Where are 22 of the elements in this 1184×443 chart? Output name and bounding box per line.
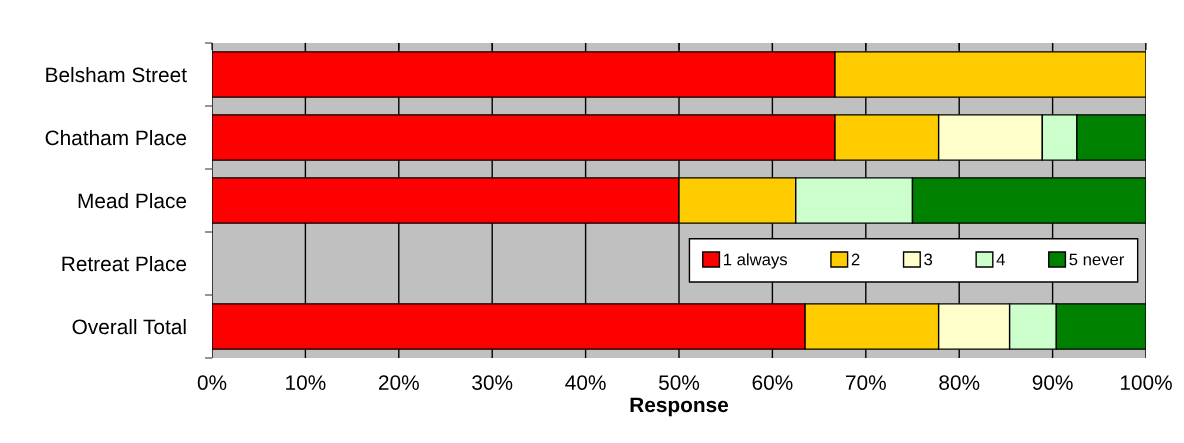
x-axis-title: Response xyxy=(630,397,729,417)
legend-label: 4 xyxy=(996,253,1005,266)
y-tick-label: Mead Place xyxy=(78,192,187,209)
x-tick-label: 50% xyxy=(658,375,700,390)
x-tick-label: 0% xyxy=(197,375,227,390)
legend-label: 3 xyxy=(924,253,933,266)
x-tick-label: 30% xyxy=(472,375,513,390)
x-tick-label: 90% xyxy=(1032,375,1073,390)
x-tick-label: 100% xyxy=(1120,375,1172,390)
legend-label: 2 xyxy=(851,253,860,266)
x-tick-label: 70% xyxy=(846,375,886,390)
y-tick-label: Retreat Place xyxy=(62,255,187,272)
x-tick-label: 60% xyxy=(752,375,793,390)
x-tick-label: 20% xyxy=(379,375,419,390)
legend-label: 5 never xyxy=(1069,253,1125,266)
y-tick-label: Belsham Street xyxy=(46,66,187,83)
x-tick-label: 40% xyxy=(565,375,606,390)
y-tick-label: Overall Total xyxy=(72,318,186,335)
legend-label: 1 always xyxy=(724,253,788,269)
y-tick-label: Chatham Place xyxy=(45,129,187,146)
x-tick-label: 80% xyxy=(939,375,980,390)
x-tick-label: 10% xyxy=(286,375,326,390)
